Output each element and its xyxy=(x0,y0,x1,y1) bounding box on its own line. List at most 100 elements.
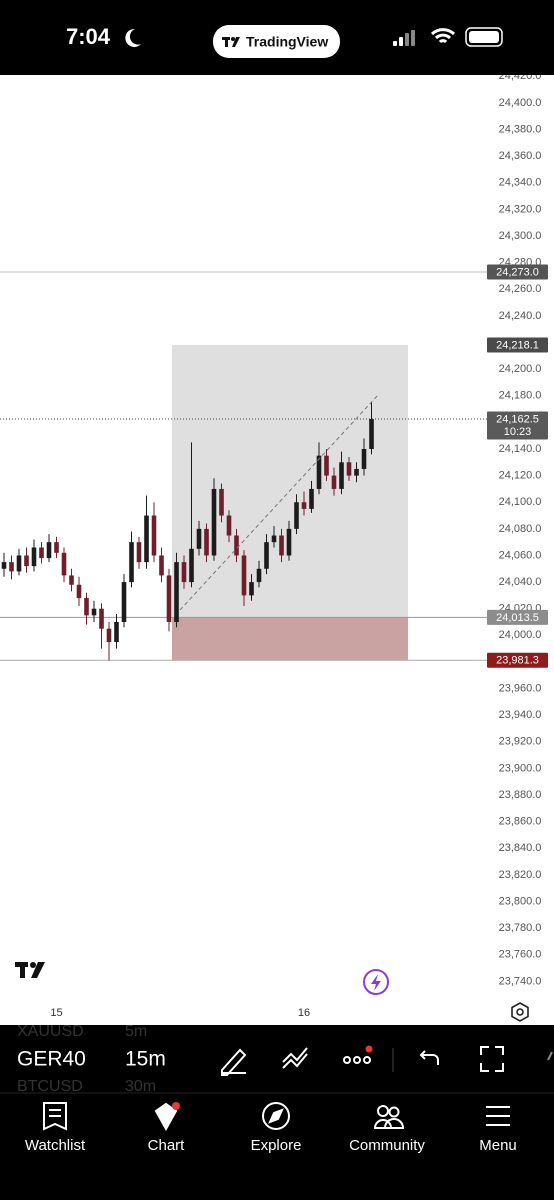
candle-body xyxy=(151,515,157,556)
nav-label[interactable]: Menu xyxy=(479,1137,517,1154)
candle-body xyxy=(249,582,254,596)
y-tick-label: 23,840.0 xyxy=(499,842,542,854)
candle-body xyxy=(241,555,247,596)
price-label-box xyxy=(487,411,548,440)
price-axis-labels: 24,273.0 24,218.1 24,162.510:23 24,013.5 23,… xyxy=(487,264,548,668)
explore-needle xyxy=(268,1108,284,1124)
candle-body xyxy=(219,488,224,516)
candle-body xyxy=(144,515,149,563)
candle-body xyxy=(166,575,172,623)
draw-tool[interactable] xyxy=(221,1048,247,1076)
y-tick-label: 24,100.0 xyxy=(499,496,542,508)
y-tick-label: 23,900.0 xyxy=(499,762,542,774)
price-label-box xyxy=(487,337,548,353)
candle-body xyxy=(316,455,322,489)
candle-body xyxy=(84,598,89,616)
y-tick-label: 24,000.0 xyxy=(499,629,542,641)
candle-body xyxy=(174,562,179,623)
candle-body xyxy=(324,455,329,476)
candle-body xyxy=(39,547,44,559)
app-logo xyxy=(222,37,240,47)
explore-icon xyxy=(262,1102,290,1130)
candle-body xyxy=(181,562,187,583)
y-tick-label: 24,080.0 xyxy=(499,523,542,535)
candle-body xyxy=(46,542,52,559)
price-label: 24,013.5 xyxy=(496,612,539,624)
y-tick-label: 23,960.0 xyxy=(499,682,542,694)
candle-body xyxy=(99,608,104,629)
watchlist-icon xyxy=(43,1102,67,1131)
price-label: 24,162.5 xyxy=(496,413,539,425)
undo-button[interactable] xyxy=(419,1050,439,1065)
candle-body xyxy=(196,528,202,549)
candle-body xyxy=(69,575,74,585)
candle-body xyxy=(31,547,37,567)
candle-body xyxy=(354,468,359,476)
candle-body xyxy=(106,628,112,642)
candle-body xyxy=(1,562,7,569)
candle-body xyxy=(279,535,284,556)
price-label: 24,273.0 xyxy=(496,266,539,278)
candle-body xyxy=(256,568,262,583)
more-tools[interactable] xyxy=(343,1056,371,1064)
candle-body xyxy=(204,528,209,556)
loss-zone xyxy=(172,617,408,661)
y-tick-label: 24,240.0 xyxy=(499,310,542,322)
lightning-button[interactable] xyxy=(363,969,389,995)
chart: 24,420.024,400.024,380.024,360.024,340.0… xyxy=(0,70,541,1019)
candle-body xyxy=(91,608,97,616)
candle-body xyxy=(136,542,142,563)
candle-body xyxy=(346,462,352,476)
y-tick-label: 24,300.0 xyxy=(499,230,542,242)
price-label-box xyxy=(487,264,548,280)
symbol-picker[interactable]: XAUUSD 5m GER40 15m BTCUSD 30m xyxy=(17,1023,166,1095)
signal-icon xyxy=(393,30,415,46)
candle-body xyxy=(24,555,29,567)
tv-logo xyxy=(15,962,45,978)
candle-body xyxy=(301,502,307,509)
lines-tool[interactable] xyxy=(282,1047,308,1069)
candle-body xyxy=(114,622,119,642)
interval: 30m xyxy=(125,1078,156,1095)
nav-label[interactable]: Chart xyxy=(148,1137,186,1154)
candle-body xyxy=(264,542,269,569)
price-label: 23,981.3 xyxy=(496,655,539,667)
app-name: TradingView xyxy=(246,34,328,50)
fullscreen-button[interactable] xyxy=(480,1046,504,1072)
y-tick-label: 24,200.0 xyxy=(499,363,542,375)
interval: 15m xyxy=(125,1048,166,1071)
y-tick-label: 24,340.0 xyxy=(499,177,542,189)
badge xyxy=(365,1045,373,1053)
candle-body xyxy=(361,448,367,469)
y-tick-label: 23,800.0 xyxy=(499,895,542,907)
countdown-label: 10:23 xyxy=(504,426,532,438)
nav-label[interactable]: Explore xyxy=(251,1137,302,1154)
nav-label[interactable]: Watchlist xyxy=(25,1137,86,1154)
candle-body xyxy=(234,535,239,556)
symbol: GER40 xyxy=(17,1048,86,1071)
price-label-box xyxy=(487,652,548,668)
candle-body xyxy=(121,582,127,623)
y-tick-label: 24,180.0 xyxy=(499,390,542,402)
more-toolbar[interactable] xyxy=(547,1051,553,1061)
y-tick-label: 23,880.0 xyxy=(499,789,542,801)
nav-label[interactable]: Community xyxy=(349,1137,425,1154)
candle-body xyxy=(369,419,374,449)
candle-body xyxy=(331,475,337,489)
wifi-icon xyxy=(430,28,456,44)
price-label: 24,218.1 xyxy=(496,339,539,351)
candle-body xyxy=(286,528,292,556)
y-tick-label: 24,400.0 xyxy=(499,97,542,109)
battery-level xyxy=(469,31,499,43)
y-tick-label: 23,860.0 xyxy=(499,816,542,828)
app-pill[interactable] xyxy=(213,25,340,58)
battery-icon xyxy=(465,27,503,47)
interval: 5m xyxy=(125,1023,147,1040)
price-label-box xyxy=(487,609,548,625)
y-tick-label: 24,040.0 xyxy=(499,576,542,588)
y-tick-label: 24,320.0 xyxy=(499,203,542,215)
chart-icon xyxy=(154,1102,178,1132)
settings-button[interactable] xyxy=(511,1002,529,1022)
